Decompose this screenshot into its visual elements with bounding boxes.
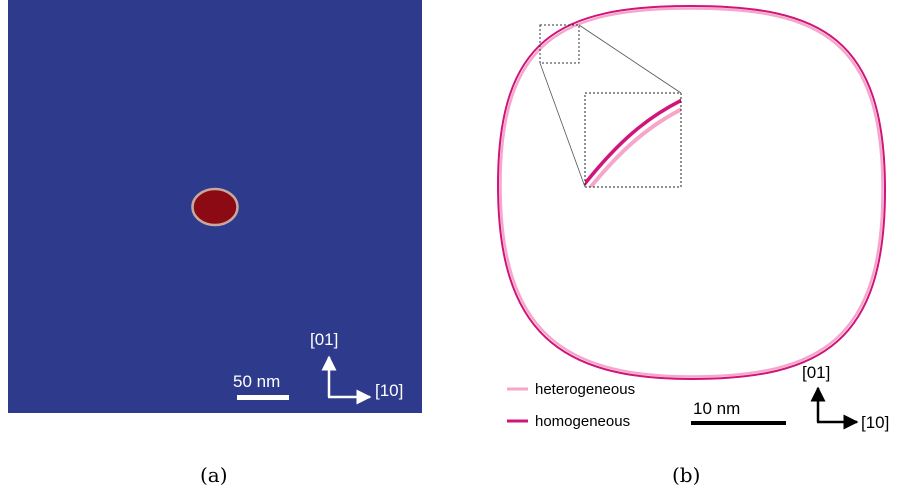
scale-bar-a: 50 nm [233, 372, 289, 400]
homogeneous-outline [496, 4, 887, 381]
orientation-up-label-b: [01] [802, 363, 830, 382]
caption-a: (a) [200, 463, 228, 487]
panel-b: heterogeneous homogeneous 10 nm [01] [10… [496, 4, 889, 487]
panel-a: [01] [10] 50 nm (a) [8, 0, 422, 487]
scale-bar-b: 10 nm [691, 399, 786, 425]
precipitate-particle [192, 189, 238, 225]
orientation-arrows-a: [01] [10] [310, 330, 403, 405]
zoom-homogeneous-curve [585, 98, 681, 187]
orientation-up-label: [01] [310, 330, 338, 349]
orientation-right-label: [10] [375, 381, 403, 400]
legend: heterogeneous homogeneous [507, 381, 635, 430]
orientation-right-label-b: [10] [861, 413, 889, 432]
scale-bar-label: 50 nm [233, 372, 280, 391]
zoom-heterogeneous-curve [588, 107, 681, 187]
zoom-source-box [539, 24, 580, 64]
legend-label-homogeneous: homogeneous [535, 413, 630, 430]
zoom-connector-bottom [539, 62, 586, 188]
zoom-inset [584, 92, 682, 188]
scale-bar-line-b [691, 421, 786, 425]
heterogeneous-outline [499, 7, 884, 378]
zoom-inset-border [584, 92, 682, 188]
orientation-arrows-b: [01] [10] [802, 363, 889, 432]
caption-b: (b) [672, 463, 700, 487]
scale-bar-label-b: 10 nm [693, 399, 740, 418]
zoom-connector-top [578, 24, 682, 94]
scale-bar-line [237, 395, 289, 400]
precipitate-rim [191, 187, 239, 227]
legend-label-heterogeneous: heterogeneous [535, 381, 635, 398]
